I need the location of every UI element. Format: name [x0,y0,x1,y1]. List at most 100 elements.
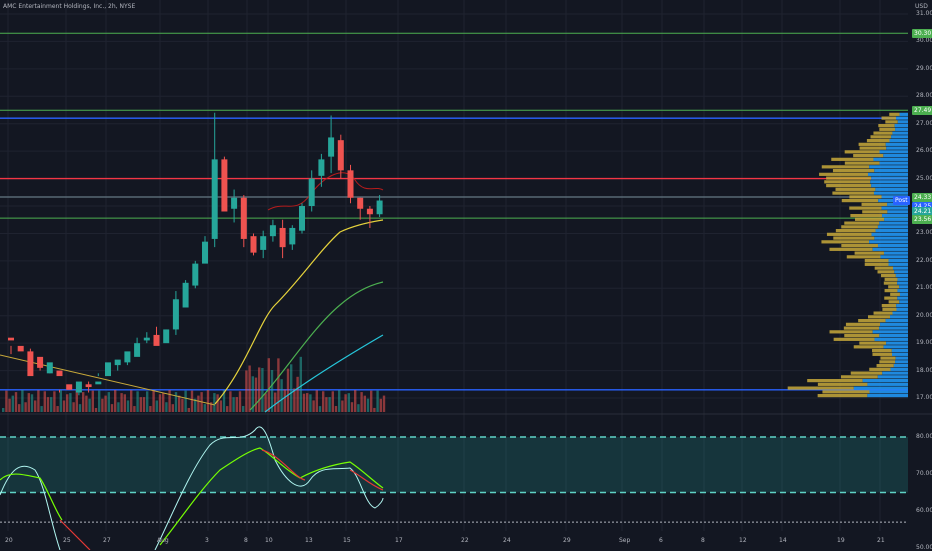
volume-profile-bar [880,356,896,360]
ma-line-green [249,281,384,411]
volume-profile-bar [883,345,908,349]
volume-bar [190,390,194,412]
volume-bar [318,406,322,412]
volume-profile-bar [877,225,908,229]
volume-bar [174,392,178,412]
volume-profile-bar [892,352,908,356]
volume-profile-bar [884,217,908,221]
volume-profile-bar [875,228,908,233]
volume-bar [197,395,200,412]
volume-profile-bar [867,172,908,176]
volume-profile-bar [853,386,908,390]
volume-profile-bar [885,318,908,323]
volume-profile-bar [859,341,887,345]
volume-profile-bar [853,153,884,158]
volume-profile-bar [824,180,871,184]
volume-bar [331,391,334,412]
volume-profile-bar [850,371,883,375]
volume-bar [299,356,302,412]
volume-profile-bar [853,345,884,349]
volume-bar [302,393,306,412]
volume-bar [2,408,5,412]
volume-bar [251,376,254,412]
volume-profile-bar [889,112,900,116]
volume-profile-bar [874,266,894,270]
volume-profile-bar [879,161,908,165]
volume-profile-bar [872,247,908,251]
volume-profile-bar [890,367,908,371]
volume-profile-bar [884,296,898,300]
volume-bar [232,397,235,412]
volume-bar [280,379,283,412]
price-axis-label: 23.00 [916,229,932,237]
volume-bar [229,391,232,412]
time-axis-label: 22 [461,537,469,544]
volume-profile-bar [883,281,898,285]
volume-bar [373,407,376,412]
overbought-zone [0,437,908,493]
volume-bar [306,393,309,412]
candle-body [37,356,44,368]
price-badge: 30.30 [912,29,932,39]
volume-profile-bar [872,330,908,334]
volume-profile-bar [832,168,875,173]
volume-profile-bar [874,168,908,173]
volume-profile-bar [895,273,908,278]
volume-bar [46,397,50,412]
time-axis-label: 21 [877,537,885,544]
volume-bar [203,404,206,412]
volume-bar [98,390,101,412]
volume-bar [290,364,293,412]
volume-bar [219,400,222,412]
candle-body [308,178,315,207]
volume-profile-bar [873,131,893,135]
volume-bar [350,402,354,412]
volume-bar [130,390,133,412]
volume-bar [82,392,85,412]
ma-line-cyan [264,334,384,413]
volume-profile-bar [888,285,900,289]
volume-bar [75,390,78,412]
candle-body [366,208,373,215]
volume-bar [248,365,251,412]
candle-body [95,381,102,385]
oscillator-fast [0,426,384,550]
volume-bar [40,406,43,412]
volume-bar [344,394,347,412]
volume-bar [360,392,363,412]
horizontal-levels [0,32,908,391]
volume-profile-bar [870,180,908,184]
moving-averages [0,172,384,413]
price-axis-label: 18.00 [916,366,932,374]
volume-profile-bar [787,386,854,390]
volume-profile-bar [888,300,900,304]
price-axis-label: 31.00 [916,10,932,17]
oscillator-axis-label: 70.00 [916,470,932,477]
volume-profile-bar [807,378,863,383]
time-axis-label: 15 [343,537,351,544]
volume-bar [194,398,197,412]
volume-profile-bar [873,311,893,315]
volume-profile-bar [841,225,878,229]
volume-profile-bar [869,390,908,394]
volume-profile-bar [841,243,878,248]
volume-bar [254,377,258,412]
volume-profile-bar [869,165,908,169]
volume-bar [104,395,107,412]
volume-profile-bar [829,330,873,334]
volume-profile-bar [849,206,882,210]
candlesticks [8,112,383,396]
volume-profile-bar [881,116,897,120]
symbol-title[interactable]: AMC Entertainment Holdings, Inc., 2h, NY… [3,3,136,10]
volume-profile-bar [879,333,908,338]
volume-profile-bar [884,288,898,293]
volume-bar [18,404,21,412]
price-axis-label: 21.00 [916,284,932,292]
volume-profile-bar [845,322,881,326]
volume-profile-bar [889,138,908,143]
volume-profile-bar [877,270,895,274]
volume-profile-bar [893,363,908,368]
volume-bar [235,397,238,412]
volume-profile-bar [831,157,874,161]
